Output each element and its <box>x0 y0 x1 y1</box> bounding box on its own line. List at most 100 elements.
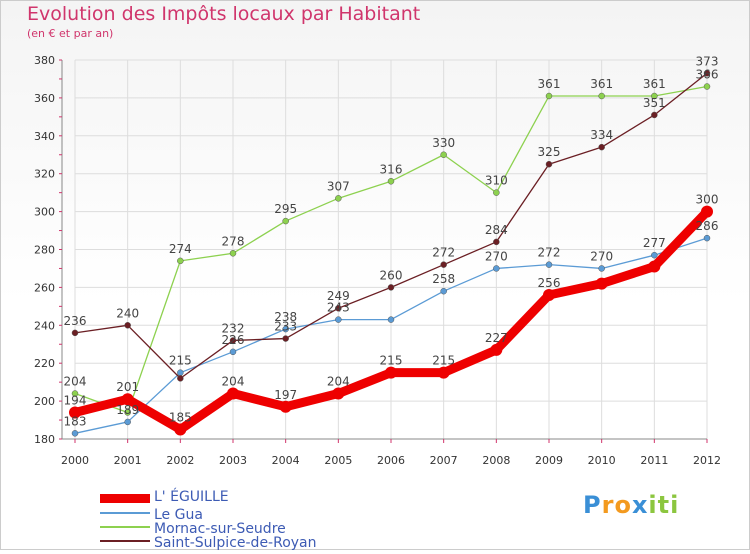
data-point <box>490 343 503 356</box>
data-label: 330 <box>432 136 455 150</box>
y-tick-label: 360 <box>34 92 55 105</box>
data-point <box>282 325 289 333</box>
legend-swatch <box>100 512 150 514</box>
legend-label: L' ÉGUILLE <box>154 489 229 505</box>
data-label: 185 <box>169 411 192 425</box>
logo-letter: x <box>631 491 649 519</box>
data-point <box>387 178 395 185</box>
data-label: 278 <box>222 234 245 248</box>
data-label: 215 <box>380 354 403 368</box>
data-label: 189 <box>116 403 139 417</box>
chart-title: Evolution des Impôts locaux par Habitant <box>27 3 421 25</box>
data-label: 361 <box>538 77 561 91</box>
y-tick-label: 220 <box>34 357 55 370</box>
logo-letter: P <box>583 491 602 519</box>
data-point <box>387 316 395 323</box>
data-point <box>335 304 342 312</box>
y-tick-label: 340 <box>34 130 55 143</box>
data-label: 204 <box>327 375 350 389</box>
y-tick-label: 300 <box>34 206 55 219</box>
logo-letter: r <box>601 491 615 519</box>
y-tick-label: 320 <box>34 168 55 181</box>
logo-letter: o <box>614 491 632 519</box>
data-point <box>121 393 134 406</box>
x-tick-label: 2008 <box>482 454 510 467</box>
data-label: 284 <box>485 223 508 237</box>
data-label: 197 <box>274 388 297 402</box>
data-point <box>493 189 500 196</box>
data-point <box>335 316 342 323</box>
data-label: 238 <box>274 310 297 324</box>
data-label: 215 <box>432 354 455 368</box>
data-label: 201 <box>116 380 139 394</box>
data-point <box>71 329 79 337</box>
data-point <box>71 390 79 397</box>
data-label: 270 <box>590 249 613 263</box>
data-point <box>174 423 187 436</box>
data-label: 307 <box>327 179 350 193</box>
data-point <box>598 92 605 100</box>
y-tick-label: 200 <box>34 395 55 408</box>
x-tick-label: 2004 <box>272 454 300 467</box>
data-label: 236 <box>64 314 87 328</box>
data-point <box>703 234 711 242</box>
x-tick-label: 2010 <box>588 454 616 467</box>
data-label: 258 <box>432 272 455 286</box>
y-tick-label: 260 <box>34 281 55 294</box>
data-point <box>440 261 447 268</box>
data-point <box>177 369 184 376</box>
data-point <box>124 418 131 426</box>
data-point <box>703 83 711 90</box>
data-point <box>332 387 345 400</box>
data-label: 295 <box>274 202 297 216</box>
data-label: 226 <box>222 333 245 347</box>
x-tick-label: 2009 <box>535 454 563 467</box>
data-label: 194 <box>64 393 87 407</box>
data-point <box>387 284 395 291</box>
data-label: 361 <box>643 77 666 91</box>
data-label: 373 <box>696 54 719 68</box>
legend-label: Le Gua <box>154 507 203 523</box>
y-tick-label: 380 <box>34 54 55 67</box>
data-point <box>545 261 553 268</box>
x-tick-label: 2003 <box>219 454 247 467</box>
data-point <box>703 70 711 77</box>
data-label: 243 <box>327 301 350 315</box>
data-label: 361 <box>590 77 613 91</box>
data-label: 272 <box>432 246 455 260</box>
x-tick-label: 2001 <box>114 454 142 467</box>
data-point <box>227 387 239 400</box>
data-label: 366 <box>696 68 719 82</box>
data-label: 334 <box>590 128 613 142</box>
y-tick-label: 240 <box>34 319 55 332</box>
data-point <box>651 111 658 119</box>
logo-letter: t <box>657 491 671 519</box>
data-label: 233 <box>274 320 297 334</box>
data-point <box>545 92 553 100</box>
x-tick-label: 2007 <box>430 454 458 467</box>
data-label: 183 <box>64 414 87 428</box>
data-label: 286 <box>696 219 719 233</box>
legend-swatch <box>100 526 150 528</box>
data-label: 325 <box>538 145 561 159</box>
y-tick-label: 180 <box>34 433 55 446</box>
data-point <box>229 337 237 344</box>
data-point <box>177 375 184 382</box>
data-point <box>440 151 447 158</box>
data-label: 351 <box>643 96 666 110</box>
data-label: 277 <box>643 236 666 250</box>
data-point <box>177 257 184 265</box>
data-point <box>279 400 292 413</box>
y-tick-label: 280 <box>34 244 55 257</box>
data-label: 274 <box>169 242 192 256</box>
data-point <box>598 143 605 151</box>
proxiti-logo: Proxiti <box>583 491 679 519</box>
legend-swatch <box>100 494 150 503</box>
data-point <box>648 260 661 273</box>
data-point <box>598 265 605 272</box>
data-label: 227 <box>485 331 508 345</box>
x-tick-label: 2011 <box>640 454 668 467</box>
data-point <box>440 287 447 295</box>
data-label: 256 <box>538 276 561 290</box>
